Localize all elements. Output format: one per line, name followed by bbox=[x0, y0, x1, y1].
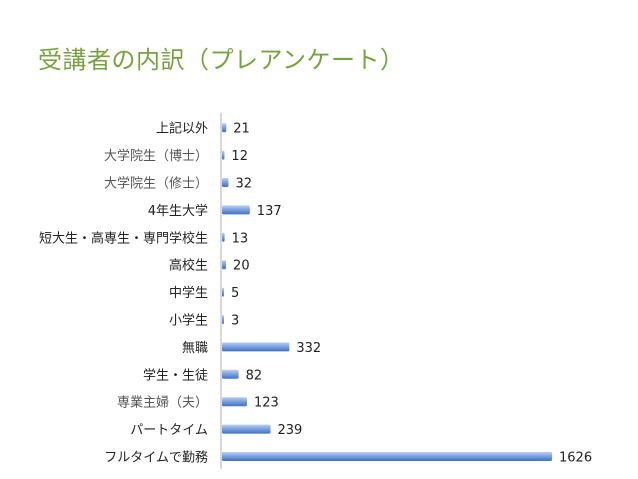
value-label: 20 bbox=[233, 259, 250, 274]
bar bbox=[222, 205, 250, 215]
bar bbox=[222, 232, 225, 242]
category-label: 専業主婦（夫） bbox=[117, 395, 208, 411]
category-label: 高校生 bbox=[169, 258, 208, 274]
bar bbox=[222, 452, 552, 461]
category-label: 学生・生徒 bbox=[143, 367, 208, 383]
category-label: 上記以外 bbox=[156, 121, 208, 137]
value-label: 5 bbox=[231, 286, 239, 301]
bar bbox=[222, 178, 229, 187]
category-label: 短大生・高専生・専門学校生 bbox=[39, 230, 208, 246]
value-label: 239 bbox=[278, 423, 303, 438]
bar bbox=[222, 123, 227, 133]
bar bbox=[222, 397, 247, 407]
bar bbox=[222, 150, 225, 160]
category-label: 大学院生（博士） bbox=[104, 148, 208, 164]
value-label: 32 bbox=[235, 177, 252, 192]
value-label: 123 bbox=[254, 396, 279, 411]
value-label: 12 bbox=[231, 149, 248, 164]
category-label: フルタイムで勤務 bbox=[104, 451, 208, 466]
bar bbox=[222, 424, 271, 434]
slide-title: 受講者の内訳（プレアンケート） bbox=[38, 46, 405, 74]
value-label: 3 bbox=[231, 314, 239, 329]
category-label: 小学生 bbox=[169, 313, 208, 329]
category-label: 4年生大学 bbox=[148, 203, 208, 219]
value-label: 82 bbox=[246, 368, 263, 383]
category-label: パートタイム bbox=[130, 423, 208, 438]
bar bbox=[222, 287, 224, 297]
category-label: 中学生 bbox=[169, 285, 208, 301]
bar bbox=[222, 260, 227, 270]
category-label: 大学院生（修士） bbox=[104, 176, 208, 192]
bar bbox=[222, 342, 290, 352]
bar bbox=[222, 315, 224, 324]
category-label: 無職 bbox=[182, 341, 208, 356]
value-label: 137 bbox=[257, 204, 282, 219]
value-label: 332 bbox=[296, 341, 321, 356]
value-label: 1626 bbox=[559, 451, 592, 466]
value-label: 13 bbox=[232, 231, 249, 246]
bar bbox=[222, 369, 239, 379]
value-label: 21 bbox=[233, 122, 250, 137]
